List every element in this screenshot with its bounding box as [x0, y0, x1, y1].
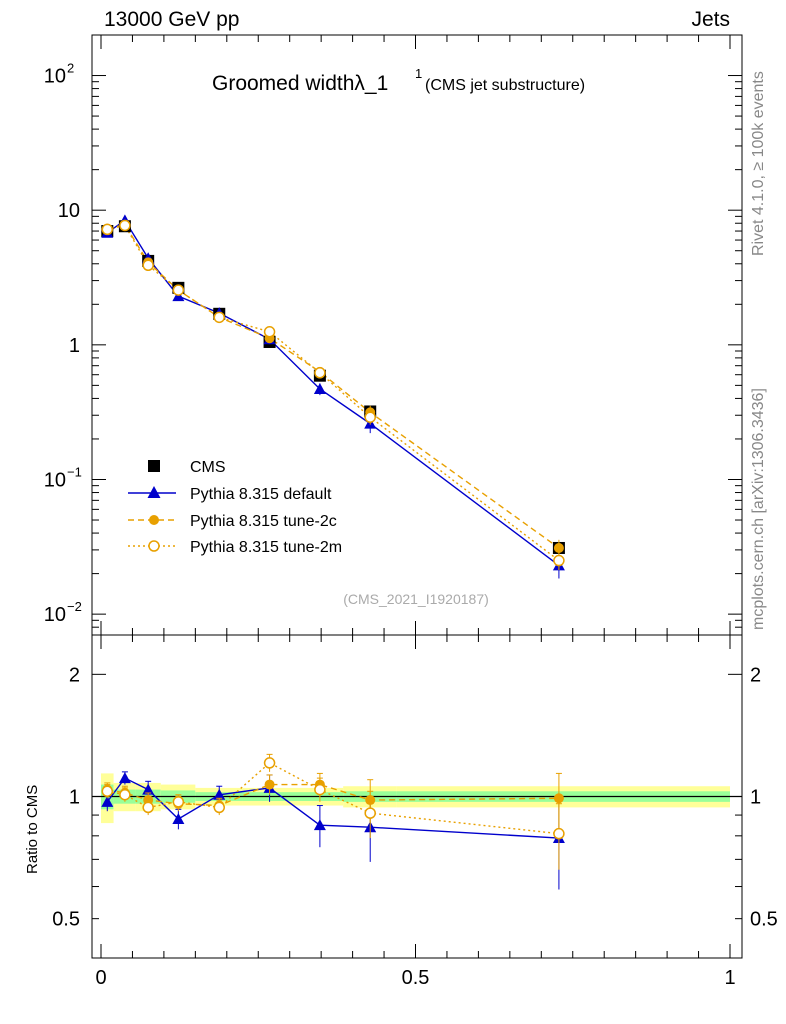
main-series	[101, 214, 565, 579]
main-point-series-1-8	[553, 542, 564, 553]
ratio-y-tick-label-right-1: 1	[750, 787, 761, 809]
main-y-tick-label-3: 10	[44, 469, 66, 491]
x-tick-label-0: 0	[95, 967, 106, 989]
main-point-series-2-4	[213, 311, 226, 324]
legend-label-tune2c: Pythia 8.315 tune-2c	[190, 513, 337, 530]
main-y-tick-label-0: 10	[44, 66, 66, 88]
main-point-series-2-1	[119, 219, 131, 232]
ratio-point-series-1-5	[264, 779, 275, 790]
x-tick-label-2: 1	[724, 967, 735, 989]
main-point-series-2-3	[172, 284, 185, 296]
chart-subtitle: (CMS jet substructure)	[425, 77, 585, 94]
chart-title: Groomed widthλ_1	[212, 72, 388, 95]
main-y-tick-exp-0: 2	[67, 61, 74, 76]
legend-label-cms: CMS	[190, 459, 226, 476]
ratio-point-series-0-2	[142, 783, 155, 795]
ratio-point-series-2-7	[364, 807, 376, 819]
ratio-point-series-2-1	[119, 788, 131, 801]
x-tick-label-1: 0.5	[402, 967, 430, 989]
ratio-bands	[92, 773, 742, 824]
ratio-y-tick-label-right-0: 0.5	[750, 909, 778, 931]
ratio-point-series-1-8	[553, 793, 564, 804]
category-label: Jets	[691, 8, 730, 31]
ratio-point-series-2-0	[101, 785, 114, 798]
main-line-series-2	[107, 224, 560, 562]
x-axis-ticks: 0 0.5 1	[95, 35, 736, 989]
main-y-tick-exp-3: −1	[67, 464, 82, 479]
main-point-series-0-6	[313, 382, 326, 394]
ratio-y-tick-label-0: 0.5	[52, 909, 80, 931]
legend-marker-default	[147, 486, 161, 498]
ratio-point-series-2-6	[314, 783, 326, 796]
main-point-series-2-2	[142, 259, 154, 272]
main-y-tick-label-2: 1	[69, 335, 80, 357]
legend-marker-tune2m	[148, 540, 160, 552]
main-point-series-2-5	[263, 326, 276, 338]
main-y-tick-exp-4: −2	[67, 599, 82, 614]
legend-label-tune2m: Pythia 8.315 tune-2m	[190, 539, 342, 556]
ratio-point-series-0-3	[172, 813, 185, 825]
analysis-id: (CMS_2021_I1920187)	[343, 591, 489, 607]
energy-label: 13000 GeV pp	[104, 8, 240, 31]
main-y-tick-label-4: 10	[44, 604, 66, 626]
legend-marker-cms	[148, 460, 160, 472]
ratio-y-tick-label-2: 2	[69, 664, 80, 686]
ratio-point-series-0-1	[118, 772, 131, 784]
ratio-point-series-0-4	[213, 788, 226, 800]
ratio-point-series-2-5	[263, 757, 276, 769]
ratio-point-series-2-3	[172, 796, 185, 808]
ratio-y-tick-label-1: 1	[69, 787, 80, 809]
main-point-series-2-6	[314, 367, 326, 379]
main-line-series-1	[107, 223, 560, 549]
main-point-series-2-8	[553, 554, 565, 567]
main-point-series-2-7	[364, 411, 376, 423]
ratio-point-series-2-8	[553, 827, 565, 840]
legend: CMS Pythia 8.315 default Pythia 8.315 tu…	[128, 459, 342, 556]
ratio-point-series-0-6	[313, 819, 326, 831]
ratio-y-axis-ticks: 0.5 0.5 1 1 2 2	[52, 664, 778, 959]
ratio-point-series-2-4	[213, 801, 226, 814]
main-point-series-2-0	[101, 223, 114, 236]
ratio-point-series-2-2	[142, 801, 154, 814]
ratio-series	[101, 753, 565, 890]
main-y-tick-label-1: 10	[58, 200, 80, 222]
legend-label-default: Pythia 8.315 default	[190, 486, 332, 503]
ratio-point-series-0-0	[101, 795, 114, 807]
ratio-y-tick-label-right-2: 2	[750, 664, 761, 686]
chart-title-superscript: 1	[415, 66, 422, 81]
legend-marker-tune2c	[149, 515, 159, 525]
